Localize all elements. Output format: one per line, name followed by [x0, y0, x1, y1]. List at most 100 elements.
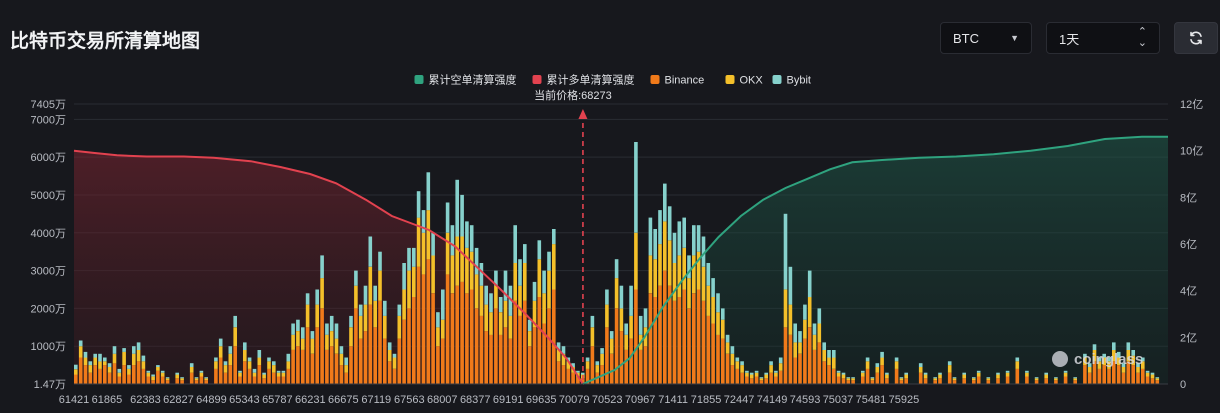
bar-bybit [904, 372, 908, 375]
bar-okx [817, 323, 822, 343]
bar-bybit [165, 377, 170, 379]
bar-binance [1112, 361, 1116, 384]
bar-okx [151, 376, 155, 381]
bar-okx [368, 266, 373, 305]
bar-bybit [1145, 370, 1150, 373]
bar-binance [832, 368, 836, 384]
bar-binance [1126, 361, 1131, 384]
bar-bybit [571, 363, 575, 367]
bar-binance [793, 357, 797, 384]
bar-bybit [880, 351, 884, 358]
bar-bybit [677, 221, 682, 256]
range-select[interactable]: 1天 ⌃ ⌄ [1046, 22, 1160, 54]
bar-okx [687, 278, 691, 309]
refresh-button[interactable] [1174, 22, 1218, 54]
bar-binance [1025, 376, 1029, 384]
x-tick-label: 74149 [757, 394, 788, 406]
bar-okx [1025, 372, 1029, 377]
bar-binance [416, 266, 421, 384]
bar-okx [865, 361, 870, 369]
bar-binance [474, 308, 479, 384]
bar-binance [160, 376, 165, 384]
bar-okx [730, 353, 735, 366]
bar-binance [151, 380, 155, 384]
bar-bybit [136, 342, 141, 350]
cumulative-short-line [582, 135, 1168, 385]
bar-binance [431, 293, 435, 384]
chart-axes: 1.47万 1000万 2000万 3000万 4000万 5000万 6000万 7000万… [31, 98, 1204, 406]
bar-binance [1015, 368, 1020, 384]
bar-okx [267, 361, 271, 369]
bar-binance [812, 350, 817, 384]
bar-okx [764, 374, 768, 379]
bar-bybit [122, 348, 126, 352]
bar-binance [460, 281, 464, 384]
bar-okx [383, 315, 387, 339]
bar-bybit [532, 281, 537, 301]
bar-binance [74, 374, 78, 384]
bar-binance [455, 285, 459, 384]
bar-okx [653, 259, 657, 297]
bar-bybit [658, 210, 662, 245]
bar-bybit [455, 179, 459, 237]
bar-binance [537, 297, 542, 384]
bar-bybit [508, 285, 513, 316]
legend-swatch [532, 75, 542, 84]
watermark-text: coinglass [1074, 351, 1143, 368]
bar-bybit [214, 357, 218, 362]
bar-binance [107, 372, 112, 384]
bar-bybit [817, 308, 822, 324]
bar-okx [301, 338, 305, 350]
bar-bybit [609, 331, 614, 339]
legend-swatch [414, 75, 424, 84]
bar-okx [320, 278, 324, 309]
y-left-tick-label: 2000万 [31, 303, 66, 315]
bar-binance [986, 380, 991, 384]
bar-okx [1121, 367, 1126, 373]
bar-binance [624, 350, 628, 384]
bar-binance [354, 308, 358, 384]
bar-okx [692, 255, 696, 294]
bar-okx [431, 255, 435, 294]
legend-swatch [725, 75, 735, 84]
bar-binance [378, 300, 382, 384]
bar-okx [1073, 378, 1077, 381]
bar-binance [677, 297, 682, 384]
bar-binance [508, 338, 513, 384]
bar-binance [1150, 378, 1155, 384]
symbol-select[interactable]: BTC ▼ [940, 22, 1032, 54]
bar-binance [996, 378, 1000, 384]
bar-binance [1097, 368, 1102, 384]
bar-binance [788, 334, 793, 384]
x-tick-label: 74593 [790, 394, 821, 406]
bar-bybit [870, 377, 875, 379]
bar-bybit [672, 232, 677, 263]
bar-binance [445, 274, 450, 384]
legend-swatch [650, 75, 660, 84]
bar-binance [397, 338, 402, 384]
bar-okx [421, 232, 426, 275]
bar-binance [1005, 376, 1010, 384]
bar-binance [262, 378, 266, 384]
bar-bybit [479, 263, 484, 286]
bar-okx [595, 365, 600, 373]
bar-okx [243, 350, 247, 362]
bar-binance [556, 361, 561, 384]
bar-okx [426, 210, 431, 260]
bar-binance [861, 376, 865, 384]
bar-binance [658, 285, 662, 384]
bar-bybit [498, 297, 503, 313]
bar-binance [286, 368, 291, 384]
bar-binance [412, 297, 416, 384]
bar-binance [436, 346, 440, 384]
bar-binance [827, 365, 831, 384]
x-tick-label: 62827 [163, 394, 194, 406]
bar-okx [445, 232, 450, 275]
bar-binance [112, 363, 117, 384]
bar-bybit [247, 357, 252, 362]
bar-binance [672, 300, 677, 384]
bar-bybit [218, 338, 223, 347]
bar-okx [609, 338, 614, 354]
bar-okx [952, 378, 957, 381]
bar-okx [1126, 350, 1131, 362]
